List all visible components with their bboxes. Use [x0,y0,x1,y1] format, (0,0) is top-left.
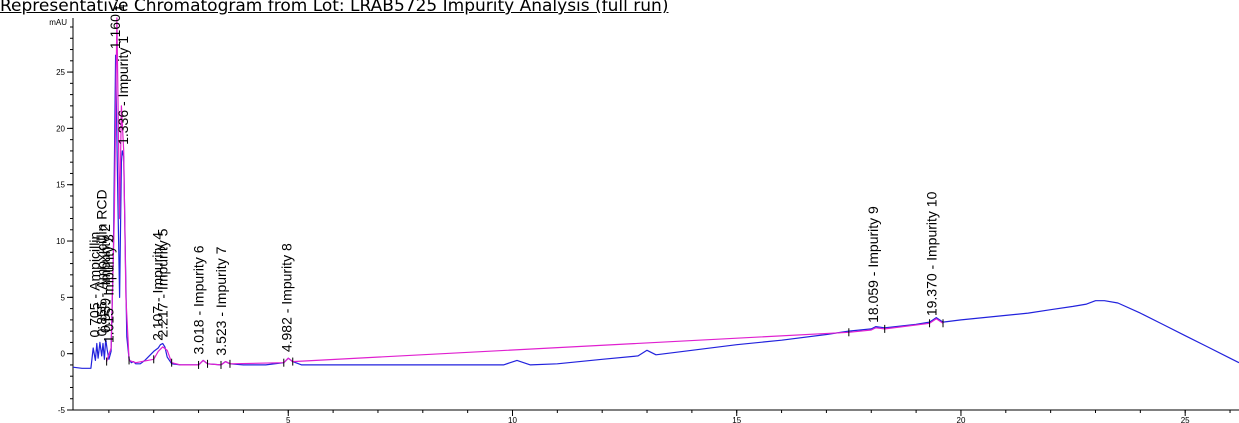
y-tick-label: 25 [56,68,65,77]
x-tick-label: 10 [508,416,517,423]
chart-axes: mAU -5 0 5 10 15 20 25 5 10 15 20 25 [49,18,1239,423]
chart-title: Representative Chromatogram from Lot: LR… [0,0,669,16]
peak-label: 1.160 - 4-HPG [107,0,123,49]
peak-label: 1.015 - Impurity 3 [101,234,117,343]
y-axis-label: mAU [49,18,67,27]
chart-traces [72,17,1239,369]
peak-label: 4.982 - Impurity 8 [278,243,294,352]
signal-trace [72,54,1239,369]
peak-label: 2.217 - Impurity 5 [154,228,170,337]
peak-label: 3.523 - Impurity 7 [213,246,229,355]
peak-label: 19.370 - Impurity 10 [924,191,940,316]
x-tick-label: 5 [286,416,291,423]
baseline-marks [106,319,944,369]
peak-label: 18.059 - Impurity 9 [865,206,881,323]
x-tick-label: 20 [957,416,966,423]
peak-label: 0.939 - Impurity 2 [97,224,113,333]
y-tick-label: 15 [56,181,65,190]
y-tick-label: -5 [58,406,66,415]
y-tick-label: 5 [61,293,66,302]
x-tick-label: 25 [1181,416,1190,423]
peak-label: 3.018 - Impurity 6 [190,245,206,354]
y-tick-label: 10 [56,237,65,246]
peak-label: 0.705 - Ampicillin [87,232,103,338]
peak-label: 2.107 - Impurity 4 [150,232,166,341]
integration-baseline-trace [106,17,944,366]
peak-label: 1.246 - Amoxicillin [111,0,127,12]
peak-label: 0.855 - Amoxicillin RCD [93,189,109,336]
x-tick-label: 15 [732,416,741,423]
peak-label: 1.336 - Impurity 1 [115,36,131,145]
y-tick-label: 20 [56,124,65,133]
y-tick-label: 0 [61,350,66,359]
